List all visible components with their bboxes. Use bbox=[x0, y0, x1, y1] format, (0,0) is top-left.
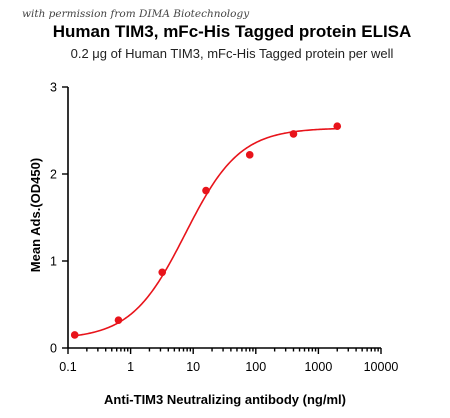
data-point bbox=[70, 331, 79, 339]
watermark-text: with permission from DIMA Biotechnology bbox=[22, 8, 250, 20]
y-tick-label: 1 bbox=[50, 255, 57, 269]
chart-title: Human TIM3, mFc-His Tagged protein ELISA bbox=[53, 22, 412, 41]
data-point bbox=[202, 186, 210, 195]
data-point bbox=[158, 268, 167, 277]
data-point bbox=[333, 122, 342, 130]
data-point bbox=[245, 151, 254, 159]
fit-curve bbox=[74, 127, 338, 337]
x-axis-label: Anti-TIM3 Neutralizing antibody (ng/ml) bbox=[104, 392, 346, 407]
y-tick-label: 0 bbox=[50, 342, 57, 356]
data-point bbox=[114, 316, 123, 324]
data-point bbox=[289, 130, 298, 138]
y-tick-label: 2 bbox=[50, 168, 57, 182]
chart-subtitle: 0.2 μg of Human TIM3, mFc-His Tagged pro… bbox=[71, 46, 394, 61]
x-tick-label: 100 bbox=[245, 360, 266, 374]
y-tick-label: 3 bbox=[50, 81, 57, 95]
x-tick-label: 10 bbox=[186, 360, 200, 374]
x-tick-label: 0.1 bbox=[59, 360, 76, 374]
y-axis-label: Mean Ads.(OD450) bbox=[28, 158, 43, 272]
x-tick-label: 10000 bbox=[364, 360, 399, 374]
x-tick-label: 1 bbox=[127, 360, 134, 374]
x-tick-label: 1000 bbox=[304, 360, 332, 374]
plot-area: 0 1 2 3 0.1 1 10 100 1000 10000 bbox=[50, 81, 398, 375]
